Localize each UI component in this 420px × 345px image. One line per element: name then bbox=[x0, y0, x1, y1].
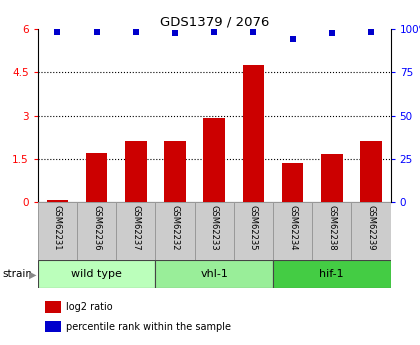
Bar bbox=[273, 260, 391, 288]
Text: GSM62231: GSM62231 bbox=[53, 205, 62, 250]
Point bbox=[368, 29, 374, 35]
Bar bbox=[352, 202, 391, 260]
Point bbox=[172, 30, 178, 36]
Bar bbox=[155, 260, 273, 288]
Text: GSM62233: GSM62233 bbox=[210, 205, 219, 250]
Text: vhl-1: vhl-1 bbox=[200, 269, 228, 279]
Point bbox=[211, 29, 218, 35]
Text: percentile rank within the sample: percentile rank within the sample bbox=[66, 322, 231, 332]
Text: hif-1: hif-1 bbox=[320, 269, 344, 279]
Bar bbox=[45, 301, 61, 313]
Bar bbox=[243, 65, 264, 202]
Bar bbox=[45, 321, 61, 332]
Text: log2 ratio: log2 ratio bbox=[66, 302, 113, 312]
Bar bbox=[194, 202, 234, 260]
Point bbox=[132, 29, 139, 35]
Text: wild type: wild type bbox=[71, 269, 122, 279]
Bar bbox=[282, 163, 303, 202]
Bar bbox=[273, 202, 312, 260]
Bar bbox=[203, 118, 225, 202]
Bar bbox=[38, 202, 77, 260]
Bar bbox=[77, 202, 116, 260]
Text: GSM62235: GSM62235 bbox=[249, 205, 258, 250]
Point bbox=[328, 30, 335, 36]
Text: GSM62239: GSM62239 bbox=[367, 205, 375, 250]
Text: strain: strain bbox=[2, 269, 32, 279]
Point bbox=[54, 29, 61, 35]
Point bbox=[93, 29, 100, 35]
Text: ▶: ▶ bbox=[29, 269, 36, 279]
Point bbox=[289, 37, 296, 42]
Text: GSM62236: GSM62236 bbox=[92, 205, 101, 250]
Bar bbox=[38, 260, 155, 288]
Text: GSM62237: GSM62237 bbox=[131, 205, 140, 250]
Bar bbox=[116, 202, 155, 260]
Text: GSM62232: GSM62232 bbox=[171, 205, 179, 250]
Bar bbox=[86, 153, 108, 202]
Point bbox=[250, 29, 257, 35]
Bar bbox=[234, 202, 273, 260]
Bar bbox=[155, 202, 194, 260]
Text: GSM62234: GSM62234 bbox=[288, 205, 297, 250]
Bar bbox=[360, 141, 382, 202]
Bar bbox=[321, 155, 343, 202]
Bar bbox=[312, 202, 352, 260]
Bar bbox=[164, 141, 186, 202]
Title: GDS1379 / 2076: GDS1379 / 2076 bbox=[160, 15, 269, 28]
Text: GSM62238: GSM62238 bbox=[327, 205, 336, 250]
Bar bbox=[125, 141, 147, 202]
Bar bbox=[47, 200, 68, 202]
